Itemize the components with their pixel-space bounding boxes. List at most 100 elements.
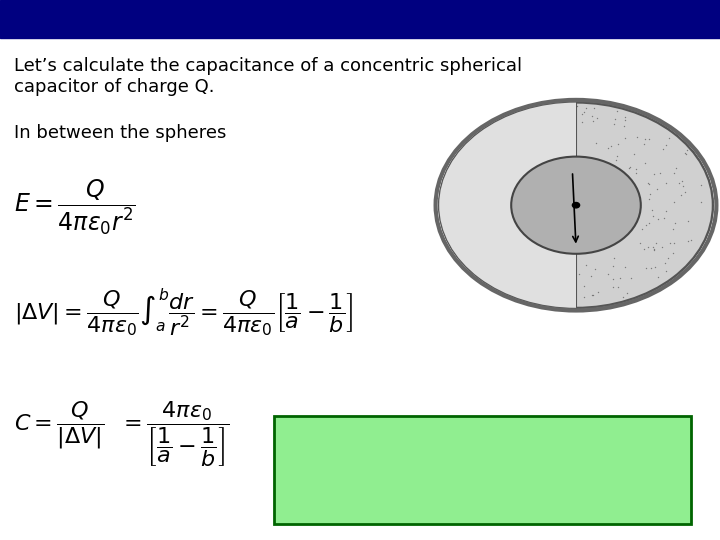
Point [620, 113, 631, 122]
Point [667, 225, 679, 234]
Point [657, 145, 668, 153]
Point [669, 169, 680, 178]
Point [640, 220, 652, 229]
Wedge shape [576, 103, 713, 308]
Point [676, 177, 688, 186]
Point [619, 262, 631, 271]
Point [643, 134, 654, 143]
Point [621, 289, 633, 298]
Point [614, 273, 626, 282]
Point [660, 206, 672, 215]
Point [586, 291, 598, 299]
Point [619, 133, 631, 142]
Point [626, 274, 637, 282]
Point [670, 163, 682, 172]
Point [642, 178, 653, 187]
Point [652, 185, 663, 193]
Point [675, 191, 686, 199]
Point [639, 158, 650, 167]
Text: $E = \dfrac{Q}{4\pi\varepsilon_0 r^2}$: $E = \dfrac{Q}{4\pi\varepsilon_0 r^2}$ [14, 178, 135, 237]
Wedge shape [511, 157, 576, 254]
Wedge shape [439, 103, 576, 308]
Wedge shape [439, 103, 576, 308]
Circle shape [511, 157, 641, 254]
Point [612, 140, 624, 149]
Point [638, 245, 649, 253]
Point [618, 122, 630, 131]
Circle shape [572, 202, 580, 208]
Point [645, 264, 657, 273]
Point [696, 198, 707, 206]
Point [680, 148, 691, 157]
Point [588, 104, 600, 113]
Point [640, 264, 652, 273]
Point [660, 140, 672, 149]
Point [664, 238, 675, 247]
Point [585, 272, 597, 280]
Point [579, 293, 590, 301]
Point [644, 190, 655, 199]
Point [628, 150, 639, 159]
Point [677, 182, 688, 191]
Circle shape [511, 157, 641, 254]
Point [670, 219, 681, 227]
Point [608, 275, 619, 284]
Point [607, 262, 618, 271]
Point [634, 239, 645, 248]
Point [642, 243, 654, 252]
Point [611, 152, 622, 161]
Point [580, 104, 592, 113]
Point [593, 288, 604, 296]
Point [578, 108, 590, 117]
Point [606, 141, 617, 150]
Point [608, 120, 620, 129]
Point [669, 239, 680, 247]
Point [662, 254, 674, 262]
Point [581, 260, 593, 269]
FancyBboxPatch shape [274, 416, 691, 524]
Point [683, 217, 694, 226]
Point [683, 237, 694, 245]
Point [639, 139, 650, 148]
Point [590, 138, 602, 147]
Point [589, 265, 600, 273]
Point [573, 269, 585, 278]
Point [653, 273, 665, 281]
Point [608, 114, 620, 123]
Point [660, 267, 672, 275]
Point [664, 133, 675, 142]
Point [588, 291, 599, 300]
Point [577, 110, 588, 119]
Point [650, 239, 662, 248]
Circle shape [511, 157, 641, 254]
Point [612, 282, 624, 291]
Point [620, 116, 631, 124]
Point [576, 118, 588, 126]
Circle shape [439, 103, 713, 308]
Point [617, 293, 629, 301]
Point [643, 195, 654, 204]
Point [647, 206, 658, 215]
Point [631, 165, 642, 173]
Point [591, 113, 603, 122]
Text: $|\Delta V| = \dfrac{Q}{4\pi\varepsilon_0} \int_a^b \dfrac{dr}{r^2} = \dfrac{Q}{: $|\Delta V| = \dfrac{Q}{4\pi\varepsilon_… [14, 286, 354, 339]
Point [660, 178, 672, 187]
Point [649, 170, 660, 179]
Circle shape [439, 103, 713, 308]
Point [624, 164, 635, 172]
Point [648, 245, 660, 253]
Point [649, 245, 660, 254]
Point [578, 281, 590, 290]
Point [668, 198, 680, 206]
Point [571, 102, 582, 111]
Point [673, 178, 685, 187]
Point [586, 111, 598, 120]
Point [652, 214, 664, 223]
Point [630, 169, 642, 178]
Point [679, 188, 690, 197]
Text: Let’s calculate the capacitance of a concentric spherical
capacitor of charge Q.: Let’s calculate the capacitance of a con… [14, 57, 523, 96]
Point [685, 235, 697, 244]
Point [611, 107, 623, 116]
Point [603, 269, 614, 278]
Point [587, 117, 598, 125]
